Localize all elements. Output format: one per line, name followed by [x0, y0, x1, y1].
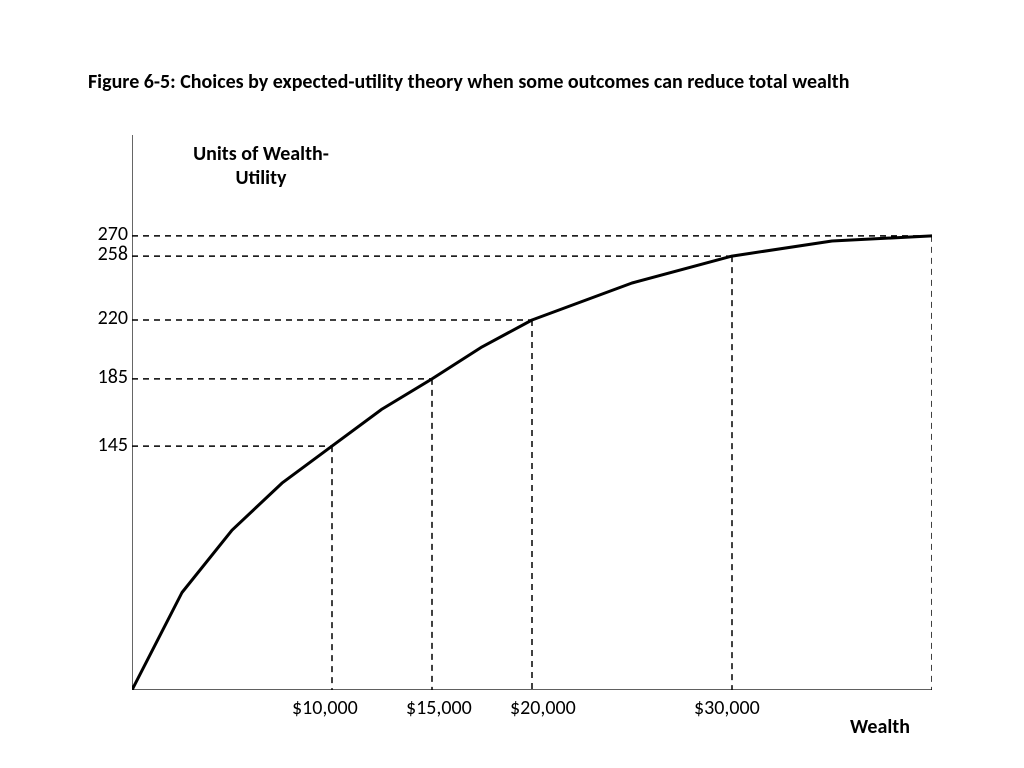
utility-curve-plot [132, 135, 932, 690]
x-tick-label: $30,000 [694, 696, 760, 720]
x-tick-label: $15,000 [406, 696, 472, 720]
x-tick-label: $20,000 [510, 696, 576, 720]
y-tick-label: 270 [84, 222, 128, 246]
x-axis-title: Wealth [850, 715, 910, 739]
y-tick-label: 185 [84, 365, 128, 389]
figure-container: Figure 6-5: Choices by expected-utility … [0, 0, 1024, 768]
y-tick-label: 220 [84, 306, 128, 330]
x-tick-label: $10,000 [292, 696, 358, 720]
y-tick-label: 145 [84, 433, 128, 457]
figure-title: Figure 6-5: Choices by expected-utility … [88, 70, 948, 95]
